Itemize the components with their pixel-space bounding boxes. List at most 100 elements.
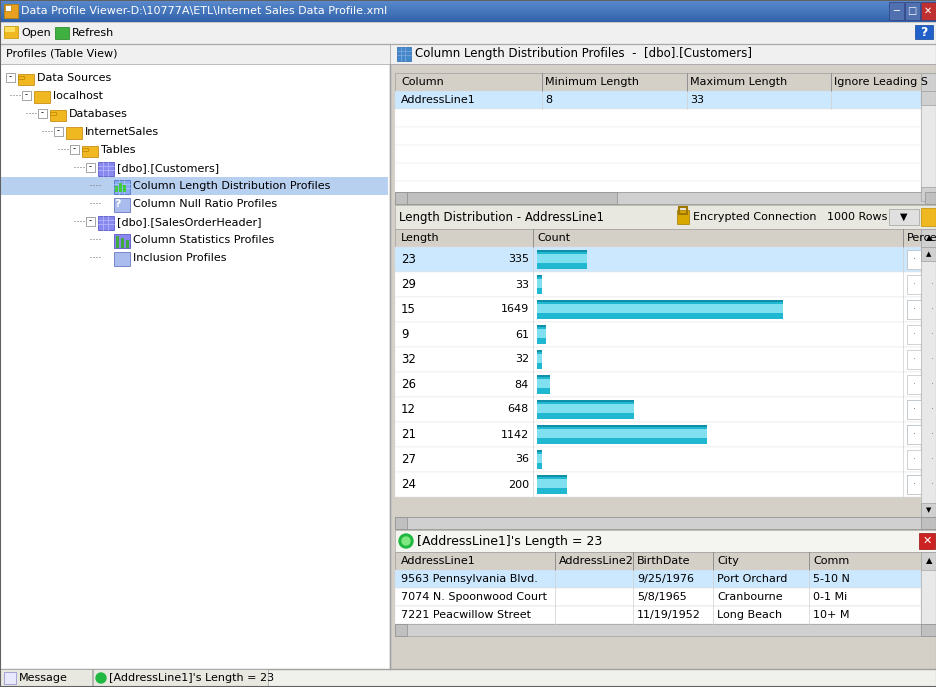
- Bar: [395, 91, 920, 109]
- Bar: [395, 606, 920, 624]
- Bar: [920, 552, 936, 570]
- Bar: [920, 91, 936, 201]
- Bar: [0, 17, 936, 18]
- Bar: [86, 163, 95, 172]
- Text: ·: ·: [913, 304, 915, 315]
- Bar: [536, 375, 548, 394]
- Bar: [536, 425, 707, 427]
- Bar: [0, 5, 936, 6]
- Bar: [536, 479, 566, 488]
- Bar: [904, 2, 919, 20]
- Text: -: -: [8, 73, 11, 82]
- Text: 12: 12: [401, 403, 416, 416]
- Text: ·: ·: [930, 455, 933, 464]
- Bar: [0, 22, 936, 44]
- Bar: [536, 329, 546, 338]
- Bar: [0, 18, 936, 19]
- Text: 335: 335: [507, 254, 529, 264]
- Bar: [395, 247, 920, 272]
- Text: ·: ·: [930, 480, 933, 490]
- Text: ·: ·: [930, 254, 933, 264]
- Bar: [395, 447, 920, 472]
- Text: Column Statistics Profiles: Column Statistics Profiles: [133, 235, 274, 245]
- Bar: [115, 186, 118, 192]
- Text: 200: 200: [507, 480, 529, 490]
- Text: ✕: ✕: [923, 6, 931, 16]
- Bar: [536, 475, 566, 494]
- Bar: [536, 454, 542, 463]
- Bar: [395, 73, 936, 91]
- Bar: [0, 19, 936, 20]
- Bar: [34, 91, 50, 103]
- Bar: [50, 112, 56, 115]
- Text: □: □: [906, 6, 915, 16]
- Bar: [4, 26, 18, 38]
- Text: Minimum Length: Minimum Length: [545, 77, 638, 87]
- Text: [AddressLine1]'s Length = 23: [AddressLine1]'s Length = 23: [109, 673, 274, 683]
- Text: AddressLine2: AddressLine2: [559, 556, 633, 566]
- Bar: [920, 229, 936, 247]
- Text: InternetSales: InternetSales: [85, 127, 159, 137]
- Bar: [395, 127, 920, 145]
- Bar: [906, 300, 936, 319]
- Bar: [395, 472, 920, 497]
- Bar: [906, 475, 922, 494]
- Bar: [536, 250, 586, 269]
- Text: 1142: 1142: [500, 429, 529, 440]
- Bar: [0, 16, 936, 17]
- Text: -: -: [24, 91, 27, 100]
- Bar: [536, 350, 541, 369]
- Text: Cranbourne: Cranbourne: [716, 592, 782, 602]
- Bar: [536, 400, 633, 419]
- Bar: [906, 425, 936, 444]
- Text: ·: ·: [913, 455, 915, 464]
- Text: Data Sources: Data Sources: [37, 73, 111, 83]
- Text: ·: ·: [930, 480, 933, 490]
- Text: AddressLine1: AddressLine1: [401, 556, 475, 566]
- Bar: [395, 552, 936, 570]
- Text: Open: Open: [21, 28, 51, 38]
- Bar: [906, 400, 936, 419]
- Bar: [906, 400, 936, 419]
- Text: Encrypted Connection   1000 Rows: Encrypted Connection 1000 Rows: [693, 212, 886, 222]
- Bar: [86, 217, 95, 226]
- Bar: [70, 145, 79, 154]
- Text: ▼: ▼: [926, 507, 930, 513]
- Text: 5-10 N: 5-10 N: [812, 574, 849, 584]
- Bar: [536, 325, 546, 344]
- Bar: [0, 10, 936, 11]
- Text: ·: ·: [913, 330, 915, 339]
- Text: ─: ─: [892, 6, 898, 16]
- Bar: [54, 127, 63, 136]
- Bar: [906, 275, 936, 294]
- Bar: [0, 20, 936, 21]
- Bar: [395, 397, 920, 422]
- Text: 33: 33: [515, 280, 529, 289]
- Bar: [0, 669, 936, 687]
- Bar: [920, 517, 936, 529]
- Bar: [395, 588, 920, 606]
- Text: Column: Column: [401, 77, 444, 87]
- Bar: [920, 624, 936, 636]
- Text: 648: 648: [507, 405, 529, 414]
- Bar: [0, 12, 936, 13]
- Bar: [114, 180, 130, 194]
- Bar: [906, 300, 936, 319]
- Text: Percentage: Percentage: [906, 233, 936, 243]
- Text: ▲: ▲: [926, 251, 930, 257]
- Text: BirthDate: BirthDate: [636, 556, 690, 566]
- Text: Profiles (Table View): Profiles (Table View): [6, 49, 117, 59]
- Bar: [536, 354, 541, 363]
- Bar: [906, 375, 936, 394]
- Bar: [22, 91, 31, 100]
- Bar: [920, 247, 936, 261]
- Bar: [920, 2, 935, 20]
- Text: 36: 36: [515, 455, 529, 464]
- Bar: [920, 91, 936, 105]
- Text: Tables: Tables: [101, 145, 136, 155]
- Bar: [0, 9, 936, 10]
- Text: 10+ M: 10+ M: [812, 610, 849, 620]
- Bar: [395, 322, 920, 347]
- Text: 32: 32: [401, 353, 416, 366]
- Bar: [906, 350, 936, 369]
